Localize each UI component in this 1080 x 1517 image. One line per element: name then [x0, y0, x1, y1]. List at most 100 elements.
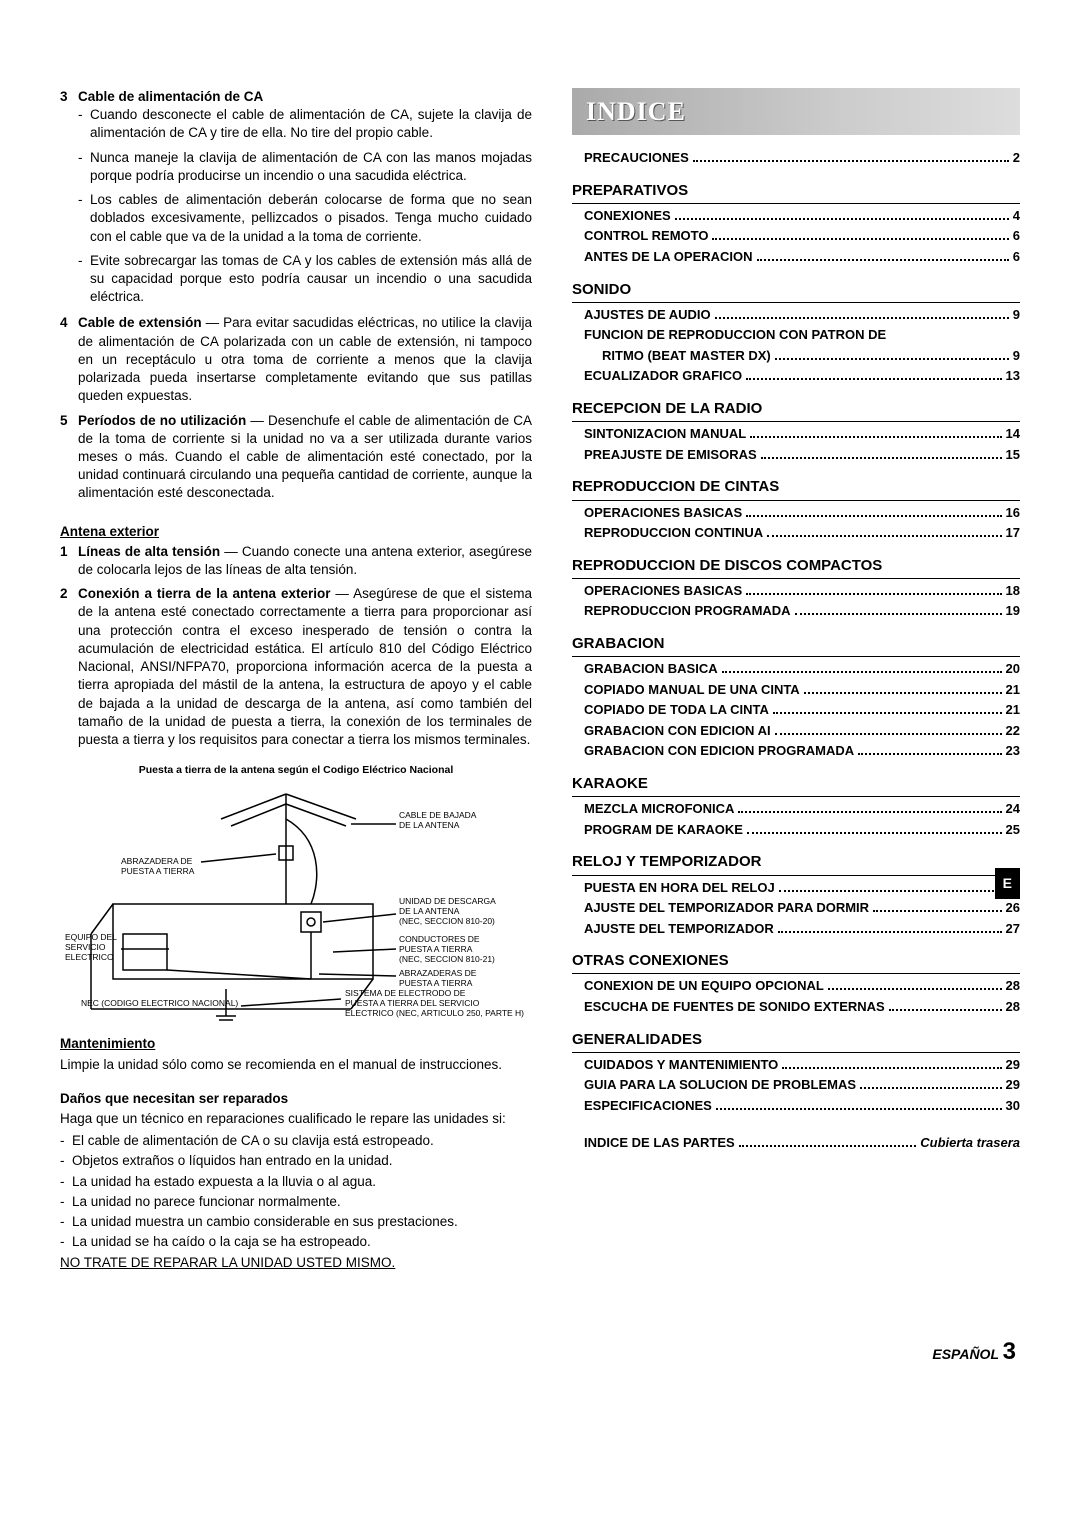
- toc-label: OPERACIONES BASICAS: [584, 504, 742, 522]
- toc-label: GUIA PARA LA SOLUCION DE PROBLEMAS: [584, 1076, 856, 1094]
- toc-page: 29: [1006, 1056, 1020, 1074]
- toc-page: 20: [1006, 660, 1020, 678]
- toc-line: GRABACION BASICA20: [572, 660, 1020, 678]
- dlabel-equip-b: SERVICIO: [65, 942, 106, 952]
- diagram-caption: Puesta a tierra de la antena según el Co…: [60, 763, 532, 777]
- toc-page: 29: [1006, 1076, 1020, 1094]
- item-4: 4 Cable de extensión — Para evitar sacud…: [60, 314, 532, 409]
- toc-label: PROGRAM DE KARAOKE: [584, 821, 743, 839]
- toc-page: 16: [1006, 504, 1020, 522]
- antena-2: 2 Conexión a tierra de la antena exterio…: [60, 585, 532, 753]
- item-4-title: Cable de extensión: [78, 315, 202, 330]
- footer-lang: ESPAÑOL: [932, 1346, 998, 1362]
- toc-line: COPIADO DE TODA LA CINTA21: [572, 701, 1020, 719]
- bullet-text: Objetos extraños o líquidos han entrado …: [72, 1152, 532, 1170]
- toc-page: 22: [1006, 722, 1020, 740]
- toc-dots: [775, 358, 1009, 360]
- toc-precauciones: PRECAUCIONES 2: [572, 149, 1020, 167]
- item-5-title: Períodos de no utilización: [78, 413, 246, 428]
- toc-dots: [761, 457, 1002, 459]
- toc-page: 6: [1013, 248, 1020, 266]
- dlabel-clamp-a: ABRAZADERA DE: [121, 856, 193, 866]
- toc-label: CONEXION DE UN EQUIPO OPCIONAL: [584, 977, 824, 995]
- dlabel-discharge-a: UNIDAD DE DESCARGA: [399, 896, 496, 906]
- language-tab: E: [995, 868, 1020, 899]
- toc-dots: [716, 1108, 1002, 1110]
- dlabel-clamp-b: PUESTA A TIERRA: [121, 866, 195, 876]
- item-3: 3 Cable de alimentación de CA -Cuando de…: [60, 88, 532, 312]
- bullet-text: La unidad ha estado expuesta a la lluvia…: [72, 1173, 532, 1191]
- toc-line: AJUSTES DE AUDIO9: [572, 306, 1020, 324]
- dlabel-cond-b: PUESTA A TIERRA: [399, 944, 473, 954]
- bullet-item: -Los cables de alimentación deberán colo…: [78, 191, 532, 250]
- toc-section-title: KARAOKE: [572, 774, 1020, 797]
- toc-label: FUNCION DE REPRODUCCION CON PATRON DE: [584, 326, 886, 344]
- toc-page: 28: [1006, 977, 1020, 995]
- toc-page: 6: [1013, 227, 1020, 245]
- toc-page: 9: [1013, 306, 1020, 324]
- mant-body: Limpie la unidad sólo como se recomienda…: [60, 1056, 532, 1074]
- toc-page: 30: [1006, 1097, 1020, 1115]
- toc-label: AJUSTE DEL TEMPORIZADOR PARA DORMIR: [584, 899, 869, 917]
- toc-section-title: PREPARATIVOS: [572, 181, 1020, 204]
- toc-dots: [873, 910, 1001, 912]
- item-4-num: 4: [60, 314, 78, 409]
- dash: -: [78, 191, 90, 250]
- dlabel-electrode-a: SISTEMA DE ELECTRODO DE: [345, 988, 466, 998]
- toc-dots: [750, 436, 1001, 438]
- left-column: 3 Cable de alimentación de CA -Cuando de…: [60, 88, 532, 1276]
- toc-dots: [675, 218, 1009, 220]
- toc-page: Cubierta trasera: [920, 1134, 1020, 1152]
- toc-line: OPERACIONES BASICAS 18: [572, 582, 1020, 600]
- bullet-item: -La unidad se ha caído o la caja se ha e…: [60, 1233, 532, 1251]
- toc-section-title: OTRAS CONEXIONES: [572, 951, 1020, 974]
- toc-dots: [746, 593, 1001, 595]
- toc-dots: [828, 988, 1002, 990]
- toc-label: ESPECIFICACIONES: [584, 1097, 712, 1115]
- toc-dots: [889, 1009, 1002, 1011]
- dlabel-leadwire-b: DE LA ANTENA: [399, 820, 460, 830]
- toc-dots: [715, 317, 1009, 319]
- columns: 3 Cable de alimentación de CA -Cuando de…: [60, 88, 1020, 1276]
- toc-section-title: REPRODUCCION DE CINTAS: [572, 477, 1020, 500]
- toc-line: REPRODUCCION CONTINUA17: [572, 524, 1020, 542]
- toc-dots: [778, 931, 1002, 933]
- bullet-item: -Cuando desconecte el cable de alimentac…: [78, 106, 532, 146]
- toc-label: AJUSTE DEL TEMPORIZADOR: [584, 920, 774, 938]
- toc-section-title: GRABACION: [572, 634, 1020, 657]
- toc-label: GRABACION CON EDICION PROGRAMADA: [584, 742, 854, 760]
- item-5-num: 5: [60, 412, 78, 507]
- dash: -: [78, 106, 90, 146]
- dash: -: [60, 1132, 72, 1150]
- antena-2-title: Conexión a tierra de la antena exterior: [78, 586, 330, 601]
- bullet-text: La unidad muestra un cambio considerable…: [72, 1213, 532, 1231]
- toc-line: ANTES DE LA OPERACION6: [572, 248, 1020, 266]
- toc-label: PUESTA EN HORA DEL RELOJ: [584, 879, 775, 897]
- toc-page: 25: [1006, 821, 1020, 839]
- toc-label: OPERACIONES BASICAS: [584, 582, 742, 600]
- toc-page: 24: [1006, 800, 1020, 818]
- toc-label: SINTONIZACION MANUAL: [584, 425, 746, 443]
- toc-label: PRECAUCIONES: [584, 149, 689, 167]
- toc-page: 21: [1006, 701, 1020, 719]
- danos-intro: Haga que un técnico en reparaciones cual…: [60, 1110, 532, 1128]
- dlabel-discharge-c: (NEC, SECCION 810-20): [399, 916, 495, 926]
- bullet-text: Nunca maneje la clavija de alimentación …: [90, 149, 532, 185]
- toc-dots: [693, 160, 1009, 162]
- toc-line: CONTROL REMOTO6: [572, 227, 1020, 245]
- dlabel-cond-c: (NEC, SECCION 810-21): [399, 954, 495, 964]
- item-3-num: 3: [60, 88, 78, 312]
- toc-page: 18: [1006, 582, 1020, 600]
- toc-label: REPRODUCCION PROGRAMADA: [584, 602, 791, 620]
- indice-title: INDICE: [586, 97, 686, 126]
- dash: -: [78, 252, 90, 311]
- dash: -: [60, 1233, 72, 1251]
- toc-page: 26: [1006, 899, 1020, 917]
- toc-line: CUIDADOS Y MANTENIMIENTO29: [572, 1056, 1020, 1074]
- toc-dots: [860, 1087, 1001, 1089]
- toc-dots: [746, 378, 1001, 380]
- bullet-text: La unidad no parece funcionar normalment…: [72, 1193, 532, 1211]
- toc-line: RITMO (BEAT MASTER DX)9: [572, 347, 1020, 365]
- bullet-item: -Evite sobrecargar las tomas de CA y los…: [78, 252, 532, 311]
- toc-line: OPERACIONES BASICAS 16: [572, 504, 1020, 522]
